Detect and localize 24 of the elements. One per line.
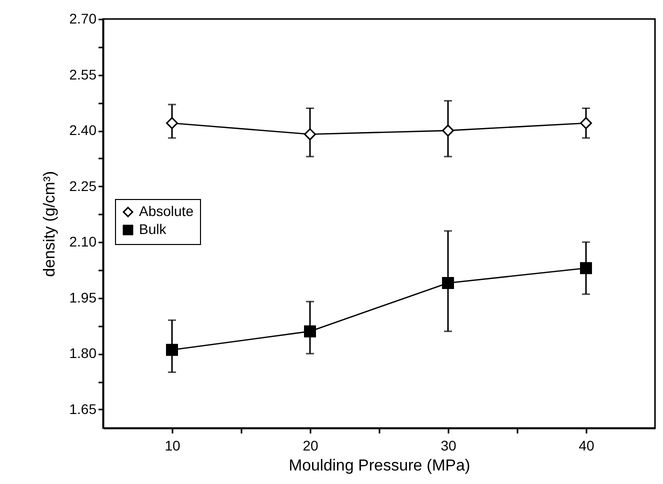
point (304, 325, 316, 338)
y-tick-label: 1.95 (69, 289, 97, 306)
y-tick-label: 1.65 (69, 400, 97, 417)
point (166, 344, 178, 356)
x-tick-label: 20 (302, 438, 318, 454)
point (442, 124, 454, 137)
y-tick-label: 2.10 (69, 234, 97, 250)
y-tick-label: 2.55 (69, 66, 97, 82)
x-tick-label: 10 (164, 438, 180, 454)
y-tick-label: 2.25 (69, 178, 97, 194)
point (580, 117, 592, 130)
point (304, 128, 316, 140)
y-tick-label: 1.80 (69, 345, 97, 362)
point (166, 117, 178, 130)
point (442, 276, 454, 289)
legend-label: Absolute (139, 203, 194, 219)
y-tick-label: 2.40 (69, 122, 97, 138)
y-tick-label: 2.70 (69, 10, 97, 26)
x-axis-title: Moulding Pressure (MPa) (288, 458, 470, 474)
point (580, 262, 592, 274)
legend-label: Bulk (139, 221, 168, 237)
x-tick-label: 40 (578, 438, 594, 454)
x-tick-label: 30 (440, 438, 456, 454)
y-axis-title: density (g/cm³) (41, 171, 58, 277)
